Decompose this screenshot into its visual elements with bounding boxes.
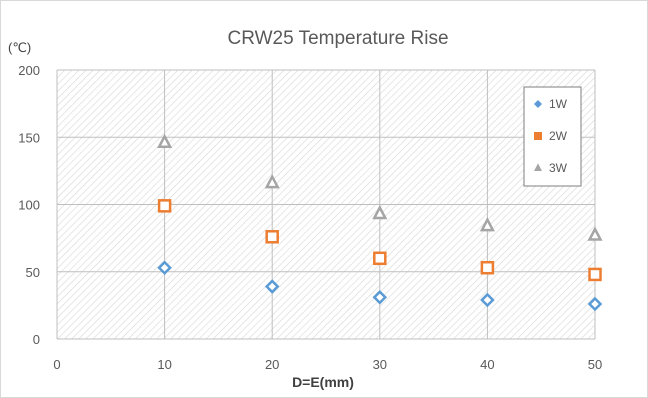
data-point [372, 290, 388, 305]
legend-box [523, 86, 582, 187]
legend-entry-label: 2W [549, 129, 568, 143]
x-tick-label: 0 [53, 357, 60, 372]
data-point [157, 133, 173, 149]
data-points [157, 133, 603, 312]
y-tick-label: 200 [18, 63, 40, 78]
data-point [480, 260, 495, 275]
data-point [373, 251, 387, 266]
data-point [479, 217, 495, 232]
data-point [157, 199, 172, 213]
x-tick-label: 30 [373, 357, 387, 372]
data-point [157, 260, 172, 275]
x-axis-ticks: 0 10 20 30 40 50 [53, 357, 602, 372]
x-tick-label: 10 [157, 357, 171, 372]
data-point [480, 292, 495, 308]
y-tick-label: 100 [18, 198, 40, 213]
y-tick-label: 0 [33, 332, 40, 347]
legend-entry-label: 1W [549, 97, 568, 111]
chart-title: CRW25 Temperature Rise [227, 28, 448, 49]
y-axis-ticks: 0 50 100 150 200 [18, 63, 40, 347]
legend-marker [534, 163, 542, 171]
y-tick-label: 150 [18, 130, 40, 145]
data-point [588, 267, 602, 282]
legend-entry-label: 3W [549, 161, 568, 175]
data-point [264, 173, 280, 189]
legend-marker [534, 100, 542, 108]
legend-marker [534, 132, 542, 140]
x-tick-label: 50 [588, 357, 602, 372]
y-axis-label: (℃) [8, 40, 31, 55]
x-tick-label: 20 [265, 357, 279, 372]
legend: 1W 2W 3W [523, 86, 582, 187]
x-axis-label: D=E(mm) [292, 374, 354, 390]
data-point [372, 204, 388, 220]
data-point [265, 230, 279, 244]
data-point [587, 296, 603, 312]
data-point [587, 226, 603, 241]
y-tick-label: 50 [26, 265, 40, 280]
data-point [264, 279, 280, 294]
x-tick-label: 40 [480, 357, 494, 372]
